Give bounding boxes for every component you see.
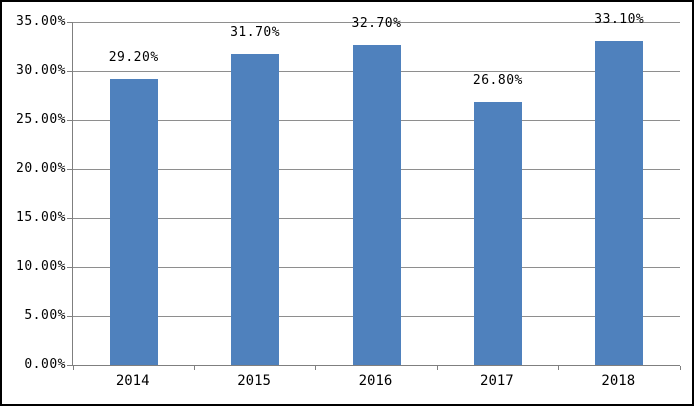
y-axis-tick: [67, 217, 72, 219]
y-tick-label: 25.00%: [16, 112, 66, 127]
x-axis-tick: [193, 366, 195, 370]
gridline: [73, 21, 680, 23]
y-tick-label: 10.00%: [16, 259, 66, 274]
y-tick-label: 0.00%: [24, 357, 66, 372]
y-tick-label: 35.00%: [16, 14, 66, 29]
x-axis-tick: [436, 366, 438, 370]
bar-2017: [473, 102, 522, 365]
x-axis-tick: [72, 366, 74, 370]
y-axis-tick: [67, 364, 72, 366]
bar-2015: [231, 54, 280, 365]
x-axis-tick: [679, 366, 681, 370]
x-tick-label: 2016: [358, 373, 393, 389]
y-axis-tick: [67, 70, 72, 72]
x-tick-label: 2014: [115, 373, 150, 389]
x-tick-label: 2017: [480, 373, 514, 389]
plot-area: 29.20% 31.70% 32.70% 26.80% 33.10%: [67, 12, 681, 370]
bar-2016: [352, 44, 401, 365]
y-tick-label: 20.00%: [16, 161, 66, 176]
y-axis-tick: [67, 119, 72, 121]
x-axis-tick: [558, 366, 560, 370]
x-tick-label: 2018: [601, 373, 636, 389]
bar-value-label: 26.80%: [472, 73, 523, 89]
bar-2014: [109, 78, 158, 365]
bar-2018: [595, 40, 644, 365]
x-axis-tick: [315, 366, 317, 370]
bar-value-label: 33.10%: [594, 11, 645, 27]
bar-value-label: 29.20%: [108, 49, 159, 65]
bar-value-label: 31.70%: [230, 25, 281, 41]
y-tick-label: 30.00%: [16, 63, 66, 78]
x-tick-label: 2015: [237, 373, 271, 389]
y-axis-tick: [67, 21, 72, 23]
y-axis-tick: [67, 266, 72, 268]
bar-value-label: 32.70%: [351, 15, 402, 31]
y-axis-tick: [67, 168, 72, 170]
y-tick-label: 15.00%: [16, 210, 66, 225]
y-tick-label: 5.00%: [24, 308, 66, 323]
y-axis-tick: [67, 315, 72, 317]
